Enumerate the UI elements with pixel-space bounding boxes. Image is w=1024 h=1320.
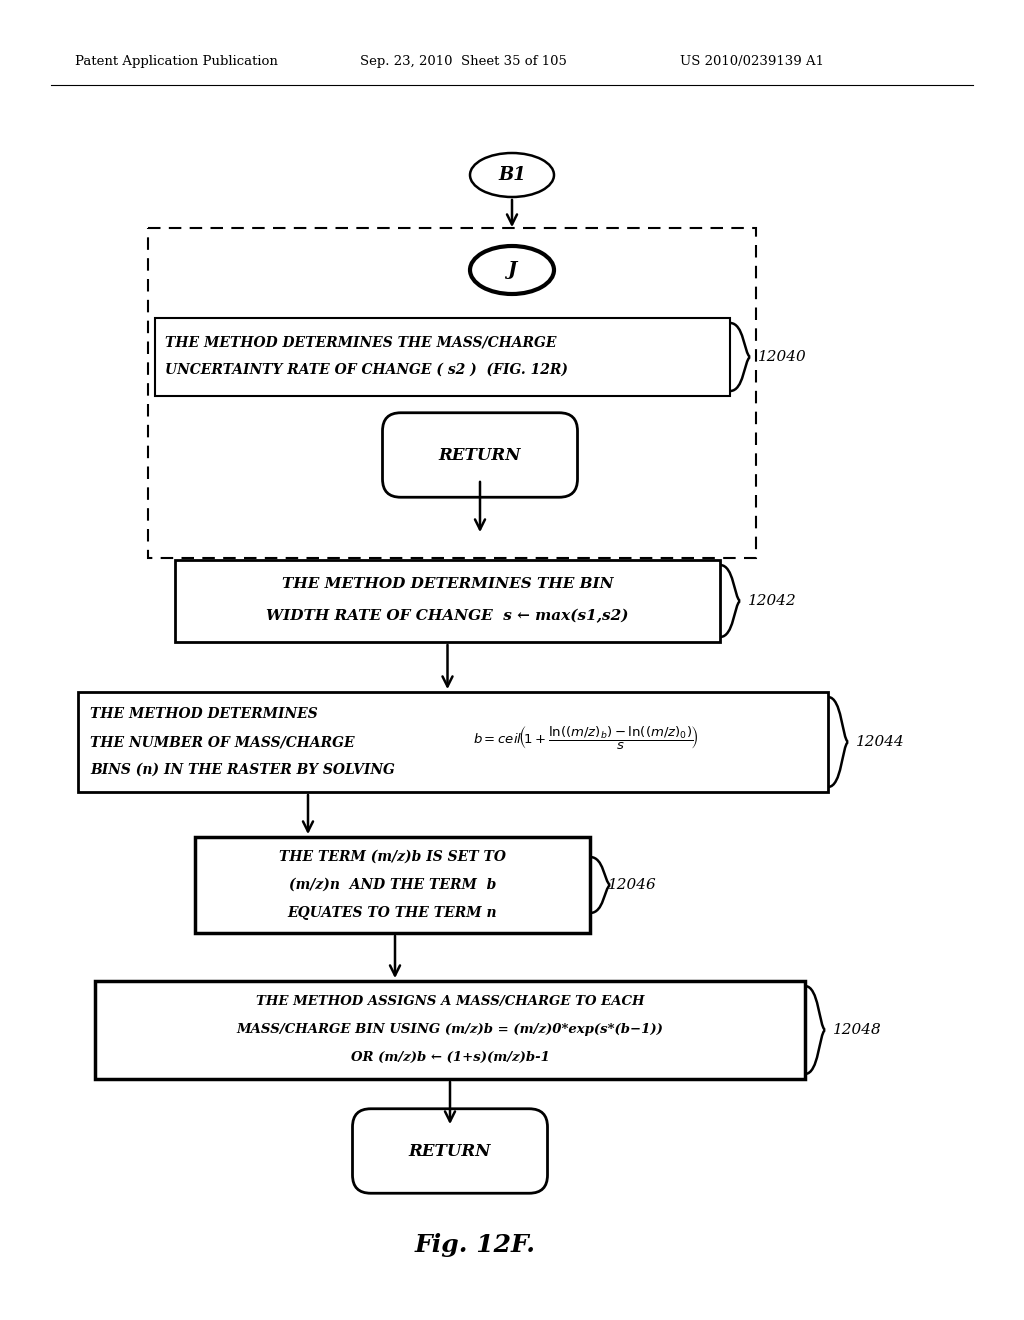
Text: 12046: 12046 [608, 878, 656, 892]
Bar [195, 837, 590, 933]
Text: 12044: 12044 [856, 735, 905, 748]
Text: THE METHOD DETERMINES THE BIN: THE METHOD DETERMINES THE BIN [282, 577, 613, 591]
Text: THE METHOD DETERMINES THE MASS/CHARGE: THE METHOD DETERMINES THE MASS/CHARGE [165, 335, 556, 348]
Text: THE NUMBER OF MASS/CHARGE: THE NUMBER OF MASS/CHARGE [90, 735, 354, 748]
Text: $b = ceil\!\left(\!1+\dfrac{\ln\!\left((m/z)_b\right)-\ln\!\left((m/z)_0\right)}: $b = ceil\!\left(\!1+\dfrac{\ln\!\left((… [473, 725, 698, 751]
Bar [78, 692, 828, 792]
Text: Patent Application Publication: Patent Application Publication [75, 55, 278, 69]
Ellipse shape [470, 246, 554, 294]
Text: RETURN: RETURN [438, 446, 521, 463]
Bar [148, 228, 756, 558]
FancyBboxPatch shape [352, 1109, 548, 1193]
Text: THE TERM (m/z)b IS SET TO: THE TERM (m/z)b IS SET TO [279, 850, 506, 865]
Text: UNCERTAINTY RATE OF CHANGE ( s2 )  (FIG. 12R): UNCERTAINTY RATE OF CHANGE ( s2 ) (FIG. … [165, 363, 568, 378]
Text: THE METHOD ASSIGNS A MASS/CHARGE TO EACH: THE METHOD ASSIGNS A MASS/CHARGE TO EACH [256, 994, 644, 1007]
Bar [95, 981, 805, 1078]
Bar [155, 318, 730, 396]
Text: OR (m/z)b ← (1+s)(m/z)b-1: OR (m/z)b ← (1+s)(m/z)b-1 [350, 1051, 550, 1064]
Text: US 2010/0239139 A1: US 2010/0239139 A1 [680, 55, 824, 69]
Text: Sep. 23, 2010  Sheet 35 of 105: Sep. 23, 2010 Sheet 35 of 105 [360, 55, 567, 69]
Ellipse shape [470, 153, 554, 197]
Text: EQUATES TO THE TERM n: EQUATES TO THE TERM n [288, 906, 498, 920]
Text: BINS (n) IN THE RASTER BY SOLVING: BINS (n) IN THE RASTER BY SOLVING [90, 763, 395, 777]
Text: 12040: 12040 [758, 350, 807, 364]
Text: 12042: 12042 [748, 594, 797, 609]
Text: WIDTH RATE OF CHANGE  s ← max(s1,s2): WIDTH RATE OF CHANGE s ← max(s1,s2) [266, 609, 629, 623]
Bar [175, 560, 720, 642]
Text: RETURN: RETURN [409, 1143, 492, 1159]
Text: (m/z)n  AND THE TERM  b: (m/z)n AND THE TERM b [289, 878, 497, 892]
Text: J: J [507, 261, 517, 279]
Text: THE METHOD DETERMINES: THE METHOD DETERMINES [90, 708, 317, 721]
Text: B1: B1 [498, 166, 526, 183]
Text: Fig. 12F.: Fig. 12F. [415, 1233, 536, 1257]
Text: 12048: 12048 [833, 1023, 882, 1038]
Text: MASS/CHARGE BIN USING (m/z)b = (m/z)0*exp(s*(b−1)): MASS/CHARGE BIN USING (m/z)b = (m/z)0*ex… [237, 1023, 664, 1036]
FancyBboxPatch shape [383, 413, 578, 498]
